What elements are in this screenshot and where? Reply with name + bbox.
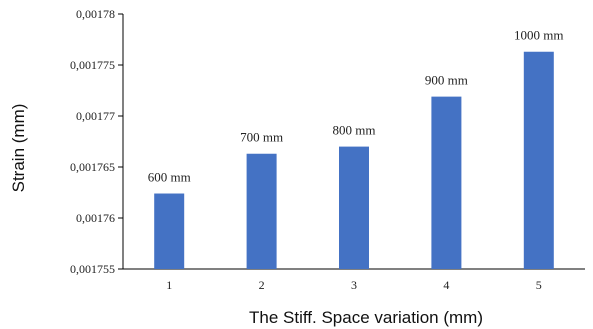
bar [339, 146, 369, 269]
x-tick-label: 2 [259, 278, 265, 292]
bar [246, 153, 277, 269]
x-tick-label: 3 [351, 278, 357, 292]
plot-area: 0,001755 0,00176 0,001765 0,00177 0,001775 0,… [70, 7, 585, 292]
x-axis-title: The Stiff. Space variation (mm) [249, 308, 483, 327]
y-tick-label: 0,001775 [70, 58, 115, 72]
bar [154, 193, 185, 269]
bar [431, 96, 462, 270]
y-axis-title: Strain (mm) [9, 104, 28, 193]
y-tick-label: 0,00177 [76, 109, 115, 123]
y-tick-label: 0,00176 [76, 211, 115, 225]
x-tick-label: 4 [443, 278, 449, 292]
data-label: 1000 mm [514, 28, 563, 43]
data-label: 600 mm [148, 170, 191, 185]
data-label: 800 mm [333, 123, 376, 138]
y-tick-label: 0,001755 [70, 262, 115, 276]
y-tick-label: 0,00178 [76, 7, 115, 21]
bar [523, 51, 554, 269]
x-tick-label: 1 [166, 278, 172, 292]
x-tick-label: 5 [536, 278, 542, 292]
data-label: 700 mm [240, 130, 283, 145]
y-tick-label: 0,001765 [70, 160, 115, 174]
data-label: 900 mm [425, 73, 468, 88]
